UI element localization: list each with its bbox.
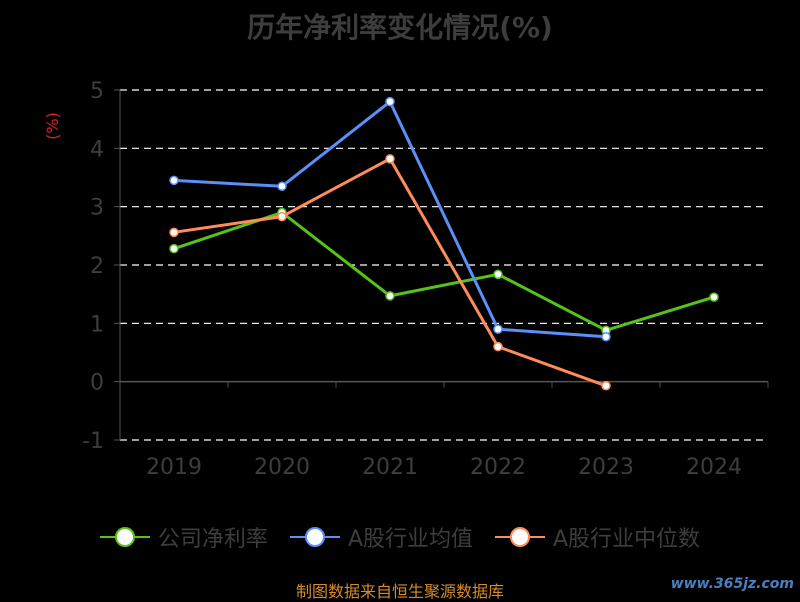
series-line-0	[173, 211, 715, 332]
data-point-2	[601, 381, 611, 391]
y-axis-label: (%)	[43, 112, 62, 140]
data-point-1	[493, 324, 503, 334]
y-tick-label: 2	[90, 254, 104, 279]
data-point-1	[277, 181, 287, 191]
data-point-2	[169, 227, 179, 238]
series-line-1	[173, 100, 607, 339]
y-tick-label: 3	[90, 196, 104, 221]
data-point-1	[601, 332, 611, 342]
data-point-2	[493, 341, 503, 352]
series-line-2	[173, 157, 607, 388]
legend-label-industry-median: A股行业中位数	[553, 527, 701, 552]
data-point-0	[169, 243, 179, 254]
data-point-0	[493, 269, 503, 280]
x-tick-label: 2024	[686, 455, 742, 480]
legend-swatch-industry-median	[495, 522, 545, 552]
data-point-0	[385, 291, 395, 301]
legend-swatch-industry-mean	[289, 522, 340, 552]
x-tick-label: 2019	[146, 455, 202, 480]
y-tick-label: 1	[90, 312, 104, 337]
x-tick-label: 2022	[470, 455, 526, 480]
y-tick-label: 4	[90, 137, 104, 162]
legend-swatch-company	[99, 522, 150, 552]
y-tick-label: 5	[90, 79, 104, 104]
data-point-1	[169, 175, 179, 186]
data-source-footer: 制图数据来自恒生聚源数据库	[295, 582, 504, 601]
legend-label-industry-mean: A股行业均值	[347, 527, 473, 552]
watermark: www.365jz.com	[670, 576, 794, 592]
data-point-1	[385, 96, 395, 107]
x-tick-label: 2021	[362, 455, 418, 480]
chart-title: 历年净利率变化情况(%)	[247, 11, 553, 44]
data-point-2	[277, 211, 287, 222]
legend-item-industry-mean[interactable]: A股行业均值	[289, 521, 473, 553]
legend-item-company[interactable]: 公司净利率	[99, 521, 268, 553]
legend: 公司净利率 A股行业均值 A股行业中位数	[0, 520, 800, 554]
legend-item-industry-median[interactable]: A股行业中位数	[495, 521, 700, 553]
y-tick-label: -1	[82, 429, 104, 454]
data-point-0	[709, 292, 719, 302]
legend-label-company: 公司净利率	[157, 527, 268, 552]
x-tick-label: 2020	[254, 455, 310, 480]
data-point-2	[385, 154, 395, 164]
x-tick-label: 2023	[578, 455, 634, 480]
y-tick-label: 0	[90, 371, 104, 396]
